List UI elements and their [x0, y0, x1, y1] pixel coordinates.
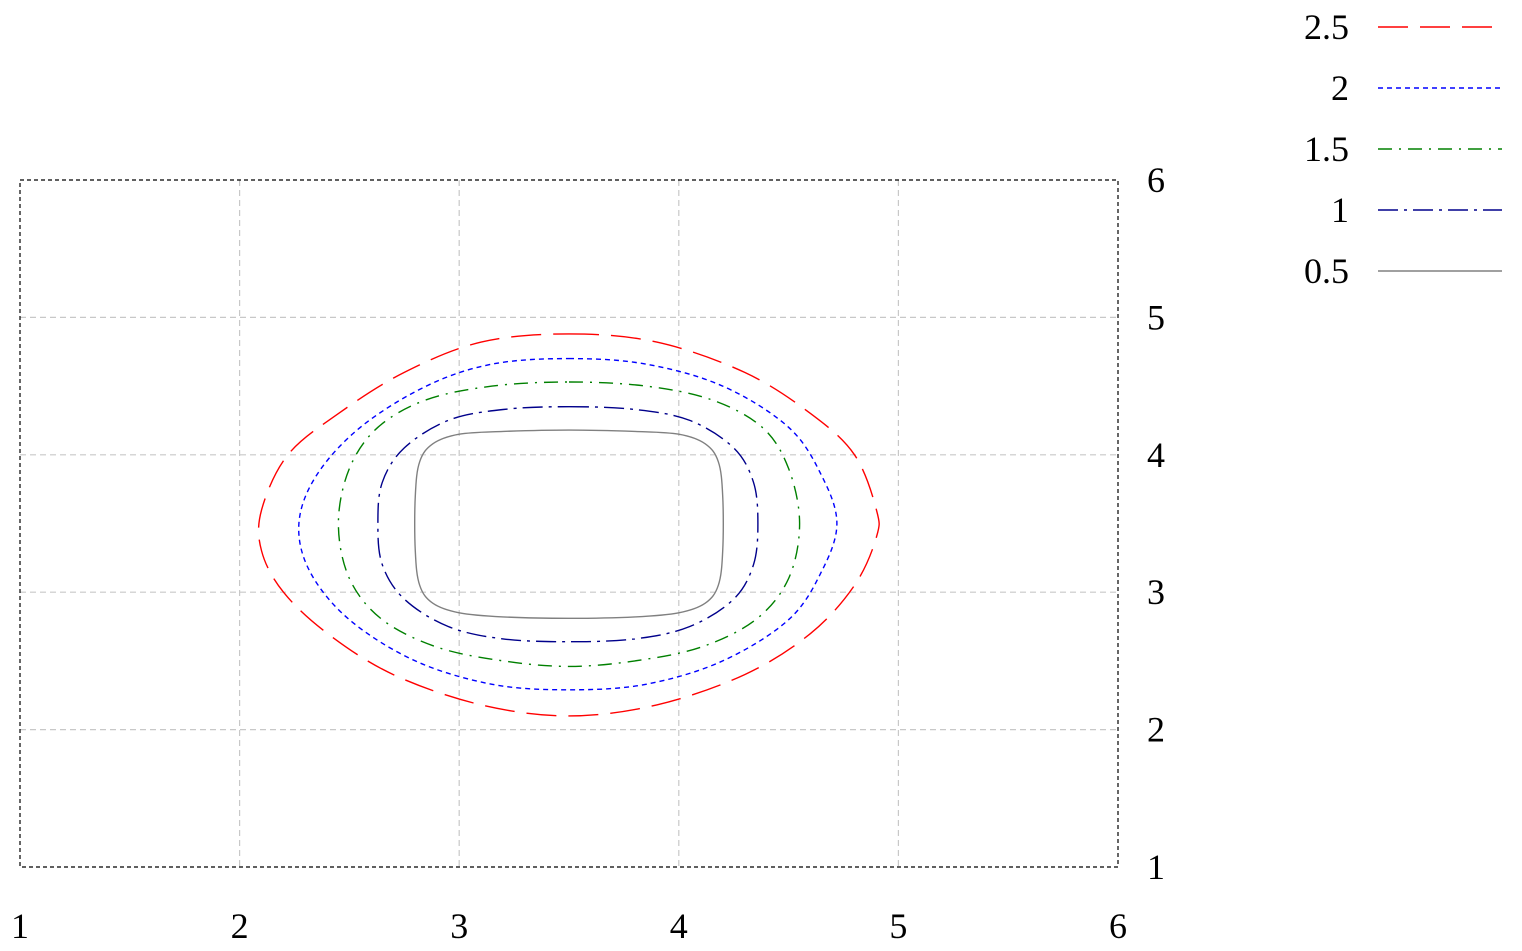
legend-label: 2 — [1331, 68, 1349, 108]
y-tick-label: 1 — [1147, 847, 1165, 887]
x-tick-label: 5 — [889, 906, 907, 946]
x-tick-label: 1 — [11, 906, 29, 946]
x-axis-tick-labels: 1 2 3 4 5 6 — [11, 906, 1127, 946]
y-tick-label: 2 — [1147, 710, 1165, 750]
grid-lines — [20, 180, 1118, 867]
x-tick-label: 6 — [1109, 906, 1127, 946]
contour-line-2 — [298, 357, 838, 691]
plot-frame — [19, 179, 1119, 868]
contour-line-1 — [377, 405, 759, 643]
legend-label: 1 — [1331, 190, 1349, 230]
legend-label: 2.5 — [1304, 7, 1349, 47]
x-tick-label: 4 — [670, 906, 688, 946]
y-tick-label: 3 — [1147, 572, 1165, 612]
contour-line-0-5 — [414, 429, 724, 620]
contour-line-1-5 — [337, 381, 801, 668]
y-axis-tick-labels: 1 2 3 4 5 6 — [1147, 160, 1165, 887]
legend-label: 0.5 — [1304, 251, 1349, 291]
y-tick-label: 6 — [1147, 160, 1165, 200]
contour-lines — [257, 333, 880, 717]
legend-label: 1.5 — [1304, 129, 1349, 169]
y-tick-label: 5 — [1147, 297, 1165, 337]
contour-line-2-5 — [257, 333, 880, 717]
x-tick-label: 3 — [450, 906, 468, 946]
legend: 2.5 2 1.5 1 0.5 — [1304, 7, 1502, 291]
x-tick-label: 2 — [231, 906, 249, 946]
y-tick-label: 4 — [1147, 435, 1165, 475]
